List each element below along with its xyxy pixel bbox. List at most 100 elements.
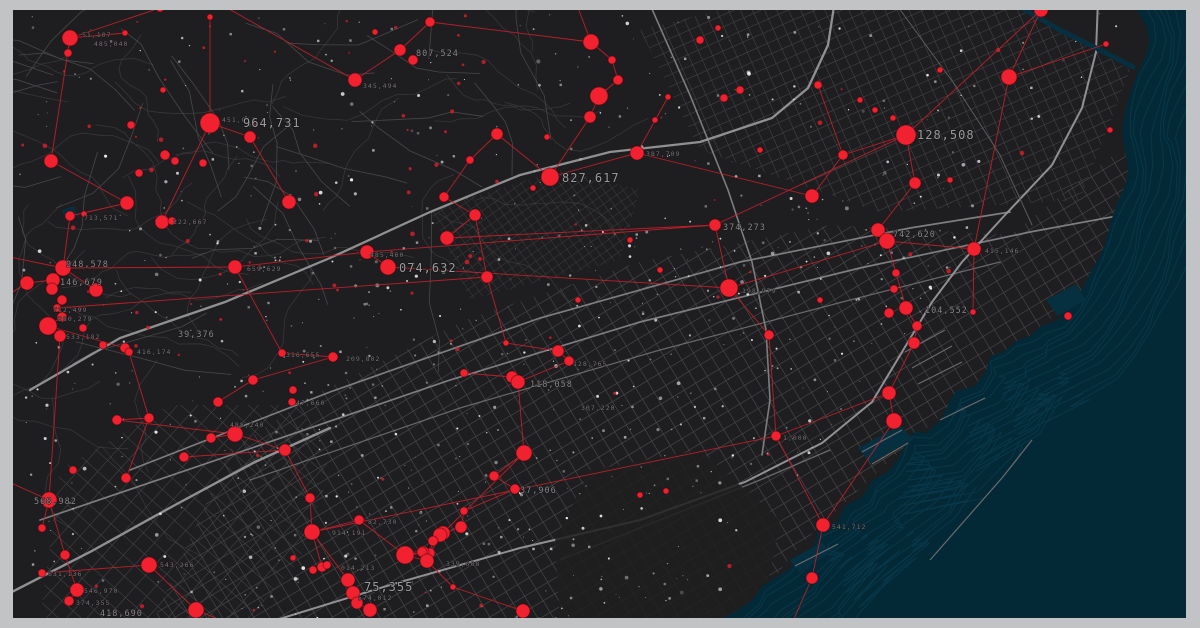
map-node[interactable] — [288, 385, 298, 395]
map-node[interactable] — [303, 523, 321, 541]
map-node[interactable] — [837, 149, 849, 161]
map-node[interactable] — [227, 259, 243, 275]
map-node[interactable] — [626, 236, 634, 244]
map-node[interactable] — [651, 116, 659, 124]
map-node[interactable] — [543, 133, 551, 141]
map-node[interactable] — [1102, 40, 1110, 48]
map-node[interactable] — [719, 93, 729, 103]
map-node[interactable] — [88, 282, 104, 298]
map-node[interactable] — [515, 603, 531, 618]
map-node[interactable] — [243, 130, 257, 144]
map-node[interactable] — [438, 191, 450, 203]
map-node[interactable] — [515, 444, 533, 462]
map-node[interactable] — [68, 465, 78, 475]
map-node[interactable] — [889, 284, 899, 294]
map-node[interactable] — [551, 344, 565, 358]
map-node[interactable] — [1106, 126, 1114, 134]
map-node[interactable] — [121, 29, 129, 37]
map-node[interactable] — [870, 222, 886, 238]
map-node[interactable] — [459, 368, 469, 378]
map-node[interactable] — [509, 483, 521, 495]
map-node[interactable] — [468, 208, 482, 222]
map-node[interactable] — [719, 278, 739, 298]
map-node[interactable] — [574, 296, 582, 304]
map-node[interactable] — [664, 93, 672, 101]
map-node[interactable] — [80, 210, 88, 218]
map-node[interactable] — [281, 194, 297, 210]
map-node[interactable] — [287, 397, 297, 407]
map-node[interactable] — [969, 308, 977, 316]
map-node[interactable] — [629, 145, 645, 161]
map-node[interactable] — [502, 339, 510, 347]
map-node[interactable] — [199, 112, 221, 134]
map-node[interactable] — [167, 216, 177, 226]
map-node[interactable] — [898, 300, 914, 316]
map-node[interactable] — [304, 492, 316, 504]
map-node[interactable] — [804, 188, 820, 204]
map-node[interactable] — [856, 96, 864, 104]
map-node[interactable] — [815, 517, 831, 533]
map-node[interactable] — [1063, 311, 1073, 321]
map-node[interactable] — [198, 158, 208, 168]
map-node[interactable] — [119, 195, 135, 211]
map-node[interactable] — [205, 432, 217, 444]
map-node[interactable] — [770, 430, 782, 442]
map-node[interactable] — [134, 168, 144, 178]
map-node[interactable] — [37, 568, 47, 578]
map-node[interactable] — [289, 554, 297, 562]
map-node[interactable] — [54, 259, 72, 277]
map-node[interactable] — [883, 307, 895, 319]
map-node[interactable] — [563, 355, 575, 367]
map-node[interactable] — [1000, 68, 1018, 86]
map-node[interactable] — [907, 336, 921, 350]
map-node[interactable] — [735, 85, 745, 95]
map-node[interactable] — [763, 329, 775, 341]
map-node[interactable] — [143, 412, 155, 424]
map-node[interactable] — [53, 329, 67, 343]
map-node[interactable] — [43, 153, 59, 169]
map-node[interactable] — [63, 595, 75, 607]
map-node[interactable] — [56, 294, 68, 306]
map-node[interactable] — [878, 232, 896, 250]
map-node[interactable] — [427, 535, 439, 547]
map-node[interactable] — [393, 43, 407, 57]
map-node[interactable] — [439, 230, 455, 246]
map-node[interactable] — [59, 549, 71, 561]
map-node[interactable] — [38, 316, 58, 336]
map-node[interactable] — [126, 120, 136, 130]
map-node[interactable] — [1033, 10, 1049, 18]
map-node[interactable] — [170, 156, 180, 166]
map-node[interactable] — [350, 596, 364, 610]
map-node[interactable] — [966, 241, 982, 257]
map-node[interactable] — [187, 601, 205, 618]
map-node[interactable] — [69, 582, 85, 598]
map-node[interactable] — [98, 340, 108, 350]
map-node[interactable] — [353, 514, 365, 526]
map-node[interactable] — [607, 55, 617, 65]
map-node[interactable] — [540, 167, 560, 187]
map-node[interactable] — [612, 74, 624, 86]
map-node[interactable] — [407, 54, 419, 66]
map-node[interactable] — [424, 16, 436, 28]
map-node[interactable] — [19, 275, 35, 291]
map-node[interactable] — [714, 24, 722, 32]
map-node[interactable] — [908, 176, 922, 190]
map-node[interactable] — [154, 214, 170, 230]
map-node[interactable] — [159, 86, 167, 94]
map-node[interactable] — [64, 210, 76, 222]
map-node[interactable] — [322, 560, 332, 570]
map-node[interactable] — [419, 553, 435, 569]
map-node[interactable] — [911, 320, 923, 332]
map-node[interactable] — [347, 72, 363, 88]
map-node[interactable] — [708, 218, 722, 232]
map-node[interactable] — [465, 155, 475, 165]
map-node[interactable] — [359, 244, 375, 260]
map-node[interactable] — [379, 258, 397, 276]
map-node[interactable] — [805, 571, 819, 585]
map-node[interactable] — [582, 33, 600, 51]
map-node[interactable] — [45, 282, 59, 296]
map-node[interactable] — [529, 184, 537, 192]
map-node[interactable] — [756, 146, 764, 154]
map-node[interactable] — [40, 491, 58, 509]
map-node[interactable] — [891, 268, 901, 278]
